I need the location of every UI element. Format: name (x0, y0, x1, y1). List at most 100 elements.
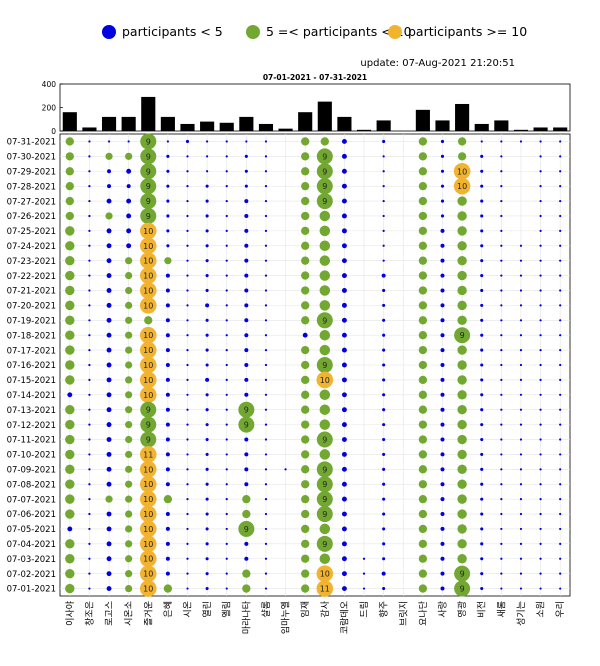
bubble-r0-c7 (206, 140, 209, 143)
row-label-26: 07-05-2021 (7, 525, 56, 535)
bubble-r19-c9 (238, 416, 255, 433)
bar-10 (258, 123, 274, 131)
bubble-r21-c25 (559, 453, 562, 456)
bubble-r16-c19 (440, 377, 445, 382)
bubble-r14-c16 (382, 348, 386, 352)
column-label-17: 브릿지 (397, 601, 409, 626)
bubble-label-r12-c13: 9 (322, 316, 327, 325)
bubble-r1-c9 (244, 154, 248, 158)
bubble-r17-c3 (125, 391, 133, 399)
bubble-r7-c19 (440, 243, 445, 248)
bubble-r0-c24 (539, 140, 542, 143)
bubble-r30-c12 (301, 584, 310, 593)
bubble-r19-c8 (225, 423, 228, 426)
bubble-r3-c13 (316, 178, 333, 195)
bubble-r12-c25 (559, 319, 562, 322)
bubble-r14-c0 (65, 345, 75, 355)
bar-19 (435, 120, 450, 131)
bubble-r12-c23 (519, 319, 523, 322)
bubble-r24-c2 (105, 495, 113, 503)
bar-15 (356, 129, 372, 131)
bubble-r3-c16 (382, 185, 385, 188)
bubble-r15-c12 (301, 360, 310, 370)
bubble-r29-c1 (88, 572, 91, 575)
bubble-r6-c12 (301, 226, 310, 236)
bubble-r25-c8 (225, 512, 228, 516)
bubble-r4-c21 (480, 199, 484, 203)
bubble-r14-c18 (418, 345, 428, 355)
legend-mid-dot-icon (246, 24, 260, 39)
bubble-r4-c24 (539, 199, 542, 203)
bubble-r22-c19 (440, 467, 445, 472)
bubble-r24-c9 (242, 494, 251, 504)
row-label-12: 07-19-2021 (7, 316, 56, 326)
bubble-r4-c9 (244, 199, 249, 204)
bubble-r11-c8 (225, 304, 228, 307)
bubble-r0-c20 (457, 137, 467, 146)
bubble-r0-c8 (225, 140, 228, 143)
bubble-r16-c10 (264, 378, 268, 382)
bubble-r22-c22 (500, 468, 503, 471)
row-label-3: 07-28-2021 (7, 182, 56, 192)
bubble-r27-c16 (382, 542, 386, 546)
bubble-r11-c19 (440, 303, 445, 308)
bubble-r17-c7 (205, 393, 209, 397)
bubble-r22-c10 (264, 468, 268, 471)
bubble-r2-c1 (88, 170, 91, 173)
bubble-r27-c8 (225, 542, 228, 545)
bubble-r23-c10 (264, 483, 268, 486)
bubble-r23-c0 (65, 479, 75, 489)
bubble-r24-c8 (225, 498, 228, 501)
bubble-r9-c1 (88, 274, 91, 277)
bubble-r2-c8 (225, 170, 228, 173)
bubble-r16-c24 (539, 378, 542, 382)
bubble-r24-c23 (519, 498, 523, 501)
bubble-r9-c6 (186, 274, 189, 277)
bubble-label-r27-c13: 9 (322, 540, 327, 549)
bubble-r0-c10 (264, 140, 268, 143)
column-label-8: 엘림 (221, 601, 233, 618)
bubble-r17-c24 (539, 393, 542, 396)
bubble-r13-c10 (264, 334, 268, 337)
bar-22 (494, 120, 509, 131)
row-label-5: 07-26-2021 (7, 212, 56, 222)
bubble-r26-c24 (539, 527, 542, 531)
bubble-r14-c8 (225, 348, 228, 352)
bubble-r27-c20 (457, 539, 467, 549)
bubble-r26-c23 (519, 527, 523, 531)
bar-23 (513, 129, 529, 131)
bubble-r20-c14 (341, 437, 347, 442)
bubble-r28-c4 (139, 550, 157, 568)
bubble-r1-c25 (559, 155, 562, 158)
bubble-r20-c6 (186, 438, 189, 441)
bubble-r27-c25 (559, 542, 562, 545)
bubble-r22-c6 (186, 468, 189, 471)
bubble-r19-c7 (205, 423, 209, 427)
bubble-r20-c8 (225, 438, 228, 441)
bubble-r29-c10 (264, 572, 268, 575)
bubble-r11-c6 (186, 304, 189, 307)
bubble-r2-c18 (418, 167, 428, 176)
bubble-r24-c4 (139, 490, 157, 508)
bubble-r28-c9 (244, 556, 249, 561)
bubble-r3-c12 (301, 182, 310, 191)
bubble-r3-c1 (88, 185, 91, 188)
column-label-5: 은혜 (162, 601, 174, 618)
bubble-r14-c7 (205, 348, 209, 352)
bubble-r22-c2 (106, 466, 112, 472)
bubble-r13-c21 (480, 333, 484, 337)
bubble-r28-c19 (440, 556, 445, 561)
bubble-r14-c24 (539, 348, 542, 352)
bubble-r7-c5 (166, 244, 170, 248)
bubble-r0-c2 (107, 140, 111, 143)
bubble-r26-c18 (418, 524, 428, 534)
legend-mid-label: 5 =< participants < 10 (266, 24, 412, 39)
bubble-r28-c10 (264, 557, 268, 560)
bubble-r8-c6 (186, 259, 189, 262)
column-label-21: 비전 (477, 601, 488, 618)
bubble-r13-c23 (519, 334, 523, 337)
bubble-r13-c12 (302, 332, 308, 338)
bubble-r17-c25 (559, 393, 562, 396)
bubble-r12-c7 (205, 318, 209, 322)
bubble-r6-c5 (166, 229, 170, 233)
